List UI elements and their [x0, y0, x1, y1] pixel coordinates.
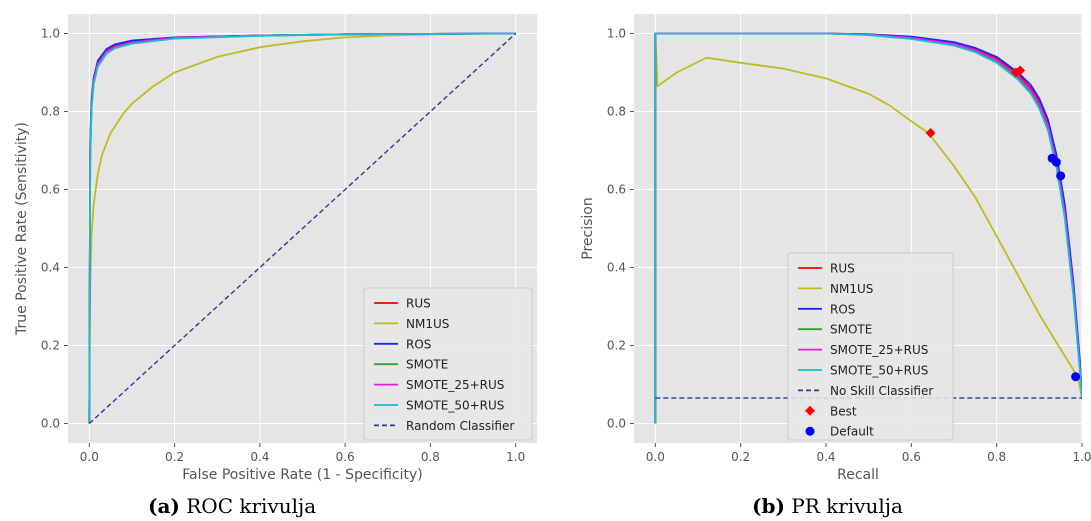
- y-tick-label: 0.2: [607, 339, 626, 353]
- series-line-random-classifier: [88, 32, 517, 425]
- caption-b: (b) PR krivulja: [752, 494, 903, 518]
- marker-best: [925, 127, 936, 138]
- legend: RUS NM1US ROS SMOTE SMOTE_25+RUS SMOTE_50+RUS…: [787, 252, 954, 441]
- x-tick-label: 1.0: [1072, 450, 1091, 464]
- series-line-smote-50-rus: [88, 32, 516, 424]
- y-axis-label: Precision: [580, 197, 596, 259]
- x-tick-label: 0.0: [646, 450, 665, 464]
- marker-default: [1051, 157, 1061, 167]
- marker-default: [1071, 372, 1081, 382]
- legend-label: NM1US: [830, 282, 873, 296]
- legend-label: RUS: [830, 262, 855, 276]
- legend-label: ROS: [830, 302, 855, 316]
- legend-swatch: [805, 405, 815, 416]
- legend-label: SMOTE_50+RUS: [406, 399, 504, 413]
- legend-label: SMOTE: [406, 358, 448, 372]
- y-tick-label: 1.0: [41, 27, 60, 41]
- y-tick-label: 0.4: [607, 261, 626, 275]
- legend-label: NM1US: [406, 317, 449, 331]
- series-line-smote-50-rus: [654, 32, 1082, 424]
- legend: RUS NM1US ROS SMOTE SMOTE_25+RUS SMOTE_50+RUS…: [363, 287, 533, 441]
- series-line-nm1us: [88, 32, 516, 424]
- legend-swatch: [805, 426, 815, 436]
- y-tick-label: 0.6: [607, 183, 626, 197]
- legend-label: SMOTE_25+RUS: [406, 378, 504, 392]
- plot-area: [654, 32, 1082, 424]
- y-tick-label: 1.0: [607, 27, 626, 41]
- x-tick-label: 0.0: [80, 450, 99, 464]
- caption-a: (a) ROC krivulja: [148, 494, 317, 518]
- y-tick-label: 0.6: [41, 183, 60, 197]
- y-tick-label: 0.0: [607, 417, 626, 431]
- legend-box: [363, 287, 533, 441]
- y-tick-label: 0.0: [41, 417, 60, 431]
- legend-label: RUS: [406, 297, 431, 311]
- legend-label: Best: [830, 404, 857, 418]
- legend-label: SMOTE: [830, 323, 872, 337]
- x-axis-label: False Positive Rate (1 - Specificity): [182, 467, 423, 483]
- plot-area: [88, 32, 517, 425]
- legend-label: No Skill Classifier: [830, 384, 933, 398]
- x-tick-label: 0.8: [987, 450, 1006, 464]
- marker-best: [1015, 65, 1026, 76]
- legend-label: SMOTE_25+RUS: [830, 343, 928, 357]
- x-tick-label: 1.0: [506, 450, 525, 464]
- legend-label: SMOTE_50+RUS: [830, 364, 928, 378]
- y-tick-label: 0.2: [41, 339, 60, 353]
- legend-label: ROS: [406, 337, 431, 351]
- y-tick-label: 0.4: [41, 261, 60, 275]
- x-tick-label: 0.4: [816, 450, 835, 464]
- x-tick-label: 0.2: [731, 450, 750, 464]
- y-tick-label: 0.8: [41, 105, 60, 119]
- figure: 0.0 0.2 0.4 0.6 0.8 1.0 0.0 0.2 0.4 0.6 0.8 1.0 Fals…: [14, 14, 1091, 483]
- y-tick-label: 0.8: [607, 105, 626, 119]
- legend-label: Default: [830, 425, 874, 439]
- legend-box: [787, 252, 954, 441]
- x-tick-label: 0.2: [165, 450, 184, 464]
- y-axis-label: True Positive Rate (Sensitivity): [14, 122, 30, 336]
- x-axis-label: Recall: [837, 467, 879, 483]
- x-tick-label: 0.8: [421, 450, 440, 464]
- marker-default: [1056, 171, 1066, 181]
- x-tick-label: 0.6: [336, 450, 355, 464]
- chart-panel-1: 0.0 0.2 0.4 0.6 0.8 1.0 0.0 0.2 0.4 0.6 0.8 1.0 Reca…: [580, 14, 1091, 483]
- legend-label: Random Classifier: [406, 419, 514, 433]
- series-line-nm1us: [654, 32, 1082, 424]
- chart-panel-0: 0.0 0.2 0.4 0.6 0.8 1.0 0.0 0.2 0.4 0.6 0.8 1.0 Fals…: [14, 14, 537, 483]
- x-tick-label: 0.6: [902, 450, 921, 464]
- x-tick-label: 0.4: [250, 450, 269, 464]
